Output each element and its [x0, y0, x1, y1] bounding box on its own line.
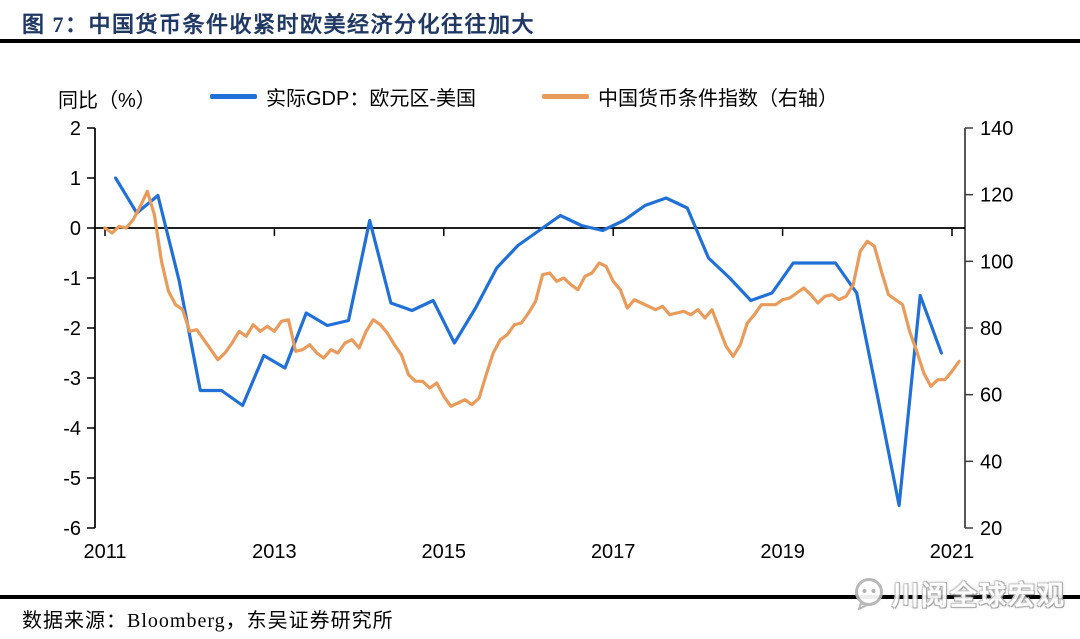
series1-label: 实际GDP：欧元区-美国	[266, 88, 476, 110]
svg-text:120: 120	[980, 185, 1013, 207]
svg-text:-5: -5	[63, 468, 81, 490]
series1-line-swatch	[210, 94, 257, 99]
svg-text:60: 60	[980, 385, 1002, 407]
svg-text:2: 2	[70, 118, 81, 140]
svg-text:2021: 2021	[930, 541, 975, 563]
svg-text:-2: -2	[63, 318, 81, 340]
series2-label: 中国货币条件指数（右轴）	[598, 88, 838, 110]
svg-text:100: 100	[980, 251, 1013, 273]
svg-text:-1: -1	[63, 268, 81, 290]
top-divider	[0, 39, 1080, 43]
legend-item-mci: 中国货币条件指数（右轴）	[542, 82, 838, 111]
bottom-divider	[0, 595, 1080, 599]
svg-text:40: 40	[980, 451, 1002, 473]
svg-text:1: 1	[70, 168, 81, 190]
svg-text:-4: -4	[63, 418, 81, 440]
svg-text:2015: 2015	[422, 541, 467, 563]
legend-item-gdp: 实际GDP：欧元区-美国	[210, 82, 476, 111]
svg-text:-3: -3	[63, 368, 81, 390]
chart-title: 图 7：中国货币条件收紧时欧美经济分化往往加大	[22, 12, 536, 37]
svg-text:2017: 2017	[591, 541, 636, 563]
svg-text:140: 140	[980, 118, 1013, 140]
wechat-icon	[855, 578, 883, 610]
svg-text:0: 0	[70, 218, 81, 240]
svg-text:2013: 2013	[252, 541, 297, 563]
svg-text:2011: 2011	[83, 541, 126, 563]
data-source-note: 数据来源：Bloomberg，东吴证券研究所	[22, 610, 394, 632]
watermark-text: 川阅全球宏观	[892, 581, 1066, 611]
svg-text:2019: 2019	[760, 541, 805, 563]
legend: 实际GDP：欧元区-美国 中国货币条件指数（右轴）	[210, 82, 838, 111]
svg-text:80: 80	[980, 318, 1002, 340]
watermark: 川阅全球宏观	[851, 574, 1066, 613]
svg-text:20: 20	[980, 518, 1002, 540]
svg-text:-6: -6	[63, 518, 81, 540]
left-axis-unit-label: 同比（%）	[58, 90, 156, 112]
series2-line-swatch	[542, 94, 589, 99]
